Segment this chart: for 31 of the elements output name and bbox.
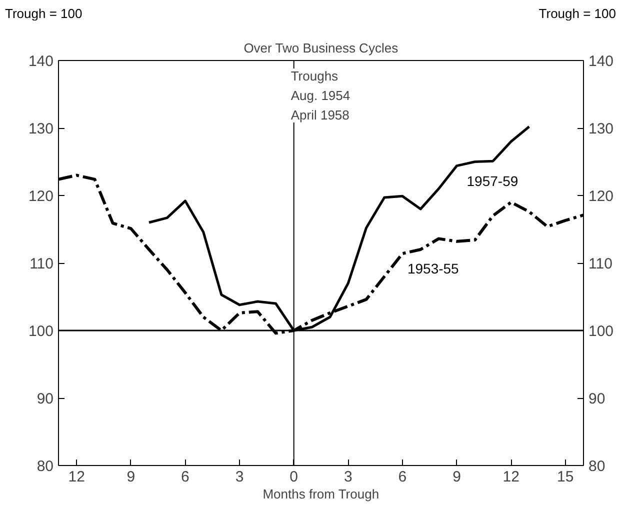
x-tick-label: 12 — [502, 468, 520, 486]
y-tick-label: 130 — [28, 120, 54, 138]
y2-tick-label: 110 — [588, 256, 612, 272]
y-tick-label: 90 — [36, 390, 54, 408]
y2-tick-label: 90 — [588, 390, 606, 408]
ref-line-label: Troughs Aug. 1954 April 1958 — [290, 68, 350, 122]
series-label: 1957-59 — [466, 172, 518, 189]
y-tick-label: 110 — [30, 256, 54, 272]
x-tick-label: 15 — [557, 468, 574, 486]
x-tick-label: 12 — [68, 468, 85, 486]
y2-tick-label: 80 — [588, 458, 606, 475]
series-label: 1953-55 — [407, 260, 460, 277]
x-axis-title: Months from Trough — [262, 486, 380, 502]
y-axis-title: Trough = 100 — [5, 5, 82, 23]
y-tick-label: 120 — [28, 188, 54, 205]
y2-tick-label: 120 — [588, 188, 614, 205]
y2-tick-label: 130 — [588, 120, 614, 138]
y2-tick-label: 140 — [588, 53, 614, 70]
y-tick-label: 140 — [28, 53, 54, 70]
y-tick-label: 80 — [36, 458, 54, 475]
x-tick-label: 0 — [290, 468, 298, 486]
y2-tick-label: 100 — [588, 323, 614, 340]
y2-axis-title: Trough = 100 — [538, 5, 616, 23]
x-tick-label: 9 — [126, 468, 136, 486]
x-tick-label: 3 — [235, 468, 244, 486]
x-tick-label: 9 — [452, 468, 461, 486]
x-tick-label: 3 — [344, 468, 352, 486]
y-tick-label: 100 — [28, 323, 54, 340]
x-tick-label: 6 — [181, 468, 190, 486]
chart-title: Over Two Business Cycles — [244, 40, 399, 56]
x-tick-label: 6 — [398, 468, 407, 486]
